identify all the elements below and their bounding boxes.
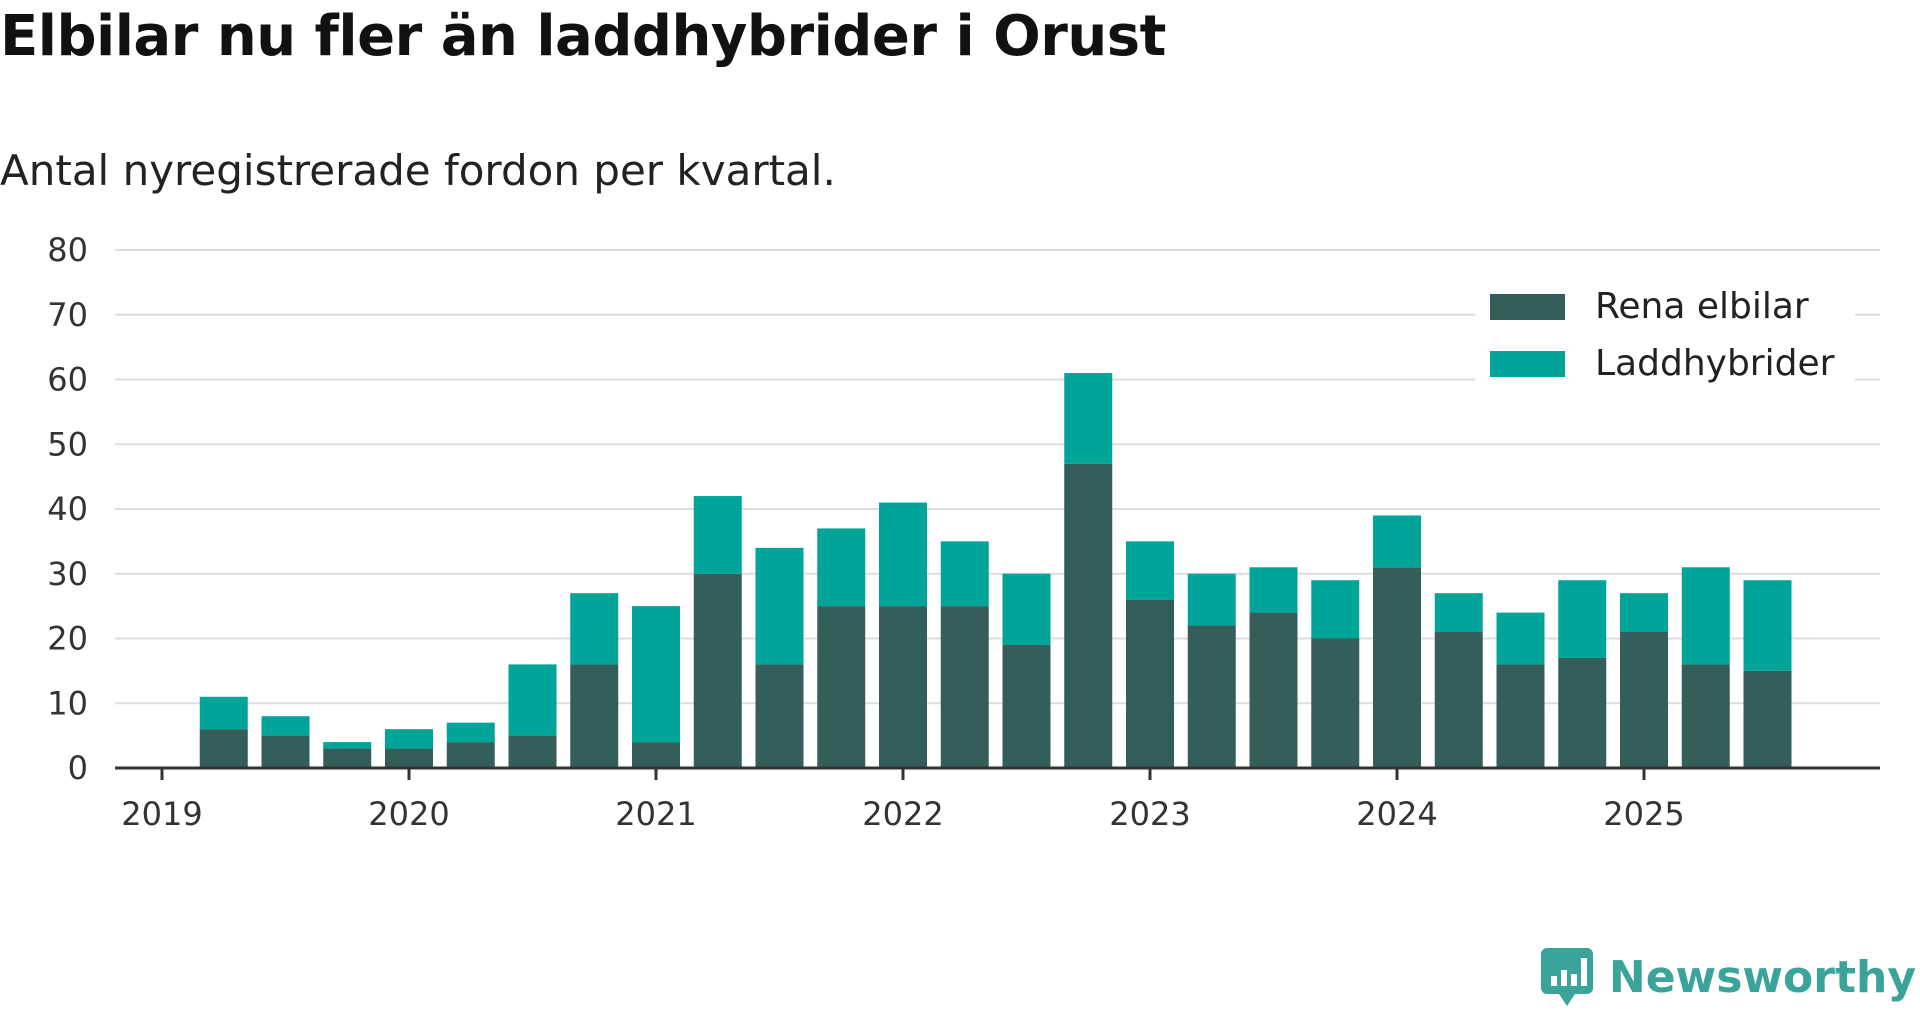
bar-laddhybrider-2021-Q1 xyxy=(632,606,680,743)
bar-rena-elbilar-2024-Q3 xyxy=(1496,664,1545,768)
brand-name: Newsworthy xyxy=(1608,951,1916,1003)
chart-title: Elbilar nu fler än laddhybrider i Orust xyxy=(0,4,1166,69)
x-tick-label: 2021 xyxy=(615,795,696,833)
bar-rena-elbilar-2023-Q3 xyxy=(1249,612,1298,768)
bar-laddhybrider-2020-Q2 xyxy=(446,722,495,743)
y-tick-label: 80 xyxy=(47,231,88,269)
bars xyxy=(199,373,1792,768)
bar-laddhybrider-2019-Q4 xyxy=(323,742,372,749)
x-tick-label: 2023 xyxy=(1109,795,1190,833)
bar-laddhybrider-2020-Q4 xyxy=(570,593,619,665)
y-tick-label: 70 xyxy=(47,296,88,334)
bar-laddhybrider-2024-Q2 xyxy=(1434,593,1483,633)
bar-laddhybrider-2025-Q3 xyxy=(1743,580,1792,671)
bar-laddhybrider-2024-Q3 xyxy=(1496,612,1545,665)
bar-laddhybrider-2022-Q2 xyxy=(940,541,989,607)
bar-rena-elbilar-2023-Q4 xyxy=(1311,638,1360,768)
bar-laddhybrider-2022-Q3 xyxy=(1002,573,1051,645)
legend-swatch xyxy=(1490,294,1565,320)
bar-laddhybrider-2025-Q1 xyxy=(1620,593,1668,633)
bar-rena-elbilar-2019-Q2 xyxy=(199,729,248,768)
bar-rena-elbilar-2023-Q1 xyxy=(1126,599,1174,768)
y-tick-label: 10 xyxy=(47,684,88,722)
y-tick-label: 60 xyxy=(47,361,88,399)
bar-laddhybrider-2023-Q1 xyxy=(1126,541,1174,600)
bar-laddhybrider-2020-Q1 xyxy=(385,729,433,749)
bar-rena-elbilar-2022-Q1 xyxy=(879,606,927,768)
bar-rena-elbilar-2023-Q2 xyxy=(1187,625,1236,768)
bar-rena-elbilar-2021-Q4 xyxy=(817,606,866,768)
y-tick-label: 30 xyxy=(47,555,88,593)
y-tick-label: 0 xyxy=(68,749,88,787)
bar-laddhybrider-2019-Q2 xyxy=(199,696,248,730)
bar-laddhybrider-2024-Q1 xyxy=(1373,515,1421,568)
bar-rena-elbilar-2024-Q1 xyxy=(1373,567,1421,768)
y-tick-label: 50 xyxy=(47,425,88,463)
bar-laddhybrider-2023-Q2 xyxy=(1187,573,1236,626)
bar-rena-elbilar-2020-Q1 xyxy=(385,748,433,768)
bar-rena-elbilar-2019-Q4 xyxy=(323,748,372,768)
legend-label: Rena elbilar xyxy=(1595,286,1809,327)
x-tick-label: 2020 xyxy=(368,795,449,833)
x-tick-label: 2019 xyxy=(121,795,202,833)
x-axis: 2019 2020 2021 2022 2023 2024 2025 xyxy=(115,766,1880,833)
legend-swatch xyxy=(1490,351,1565,377)
bar-laddhybrider-2022-Q4 xyxy=(1064,373,1113,464)
bar-laddhybrider-2023-Q4 xyxy=(1311,580,1360,639)
bar-laddhybrider-2025-Q2 xyxy=(1681,567,1730,665)
bar-laddhybrider-2020-Q3 xyxy=(508,664,557,736)
bar-rena-elbilar-2025-Q2 xyxy=(1681,664,1730,768)
y-axis-ticks: 0 10 20 30 40 50 60 70 80 xyxy=(47,231,88,787)
newsworthy-logo-icon xyxy=(1540,948,1593,1006)
bar-laddhybrider-2024-Q4 xyxy=(1558,580,1607,658)
x-tick-label: 2024 xyxy=(1356,795,1437,833)
bar-rena-elbilar-2020-Q3 xyxy=(508,735,557,768)
bar-rena-elbilar-2022-Q2 xyxy=(940,606,989,768)
x-tick-label: 2022 xyxy=(862,795,943,833)
bar-rena-elbilar-2025-Q3 xyxy=(1743,670,1792,768)
bar-rena-elbilar-2021-Q3 xyxy=(755,664,804,768)
bar-laddhybrider-2023-Q3 xyxy=(1249,567,1298,613)
y-tick-label: 40 xyxy=(47,490,88,528)
bar-rena-elbilar-2020-Q2 xyxy=(446,742,495,768)
bar-rena-elbilar-2025-Q1 xyxy=(1620,632,1668,768)
bar-rena-elbilar-2024-Q2 xyxy=(1434,632,1483,768)
bar-rena-elbilar-2020-Q4 xyxy=(570,664,619,768)
y-tick-label: 20 xyxy=(47,620,88,658)
bar-laddhybrider-2019-Q3 xyxy=(261,716,310,736)
bar-rena-elbilar-2024-Q4 xyxy=(1558,657,1607,768)
bar-rena-elbilar-2022-Q4 xyxy=(1064,463,1113,768)
bar-rena-elbilar-2021-Q1 xyxy=(632,742,680,768)
bar-laddhybrider-2021-Q2 xyxy=(693,496,742,574)
bar-laddhybrider-2021-Q3 xyxy=(755,547,804,665)
brand-logo: Newsworthy xyxy=(1540,948,1916,1006)
bar-rena-elbilar-2022-Q3 xyxy=(1002,644,1051,768)
chart-subtitle: Antal nyregistrerade fordon per kvartal. xyxy=(0,146,836,195)
legend: Rena elbilar Laddhybrider xyxy=(1475,283,1855,393)
bar-laddhybrider-2021-Q4 xyxy=(817,528,866,607)
bar-laddhybrider-2022-Q1 xyxy=(879,502,927,607)
bar-rena-elbilar-2021-Q2 xyxy=(693,573,742,768)
bar-rena-elbilar-2019-Q3 xyxy=(261,735,310,768)
x-tick-label: 2025 xyxy=(1603,795,1684,833)
legend-label: Laddhybrider xyxy=(1595,343,1835,384)
